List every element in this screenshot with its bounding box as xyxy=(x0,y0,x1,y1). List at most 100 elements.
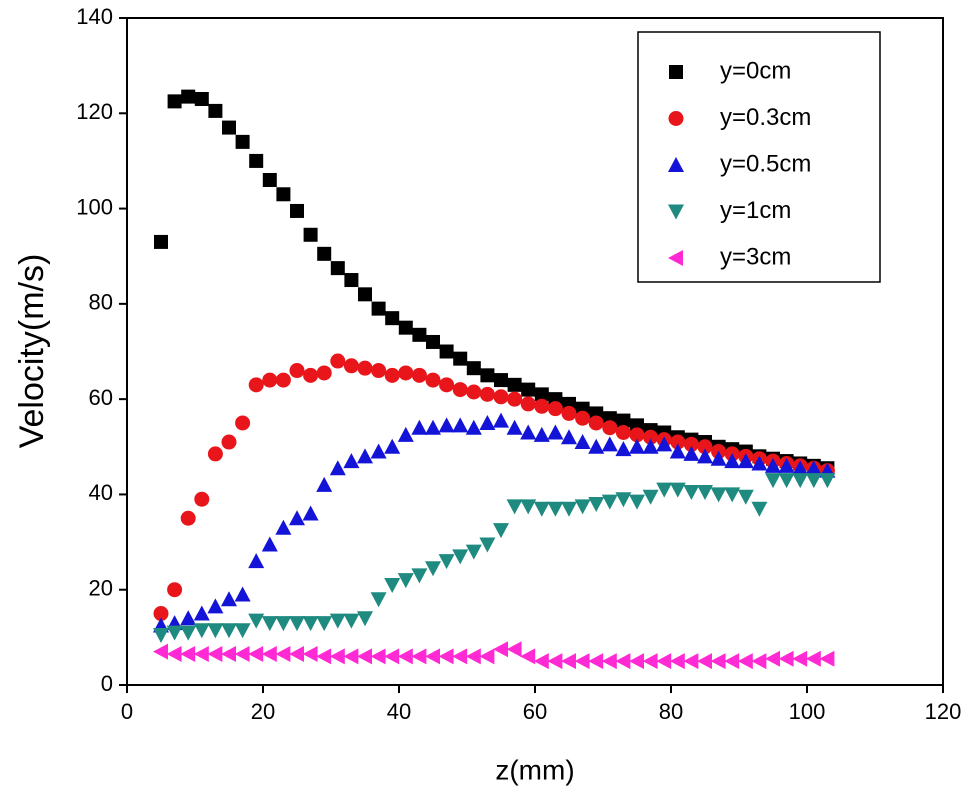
data-point xyxy=(751,501,768,517)
data-point xyxy=(643,429,659,445)
data-point xyxy=(330,261,345,276)
legend-label: y=0cm xyxy=(720,57,791,84)
data-point xyxy=(710,487,727,503)
data-point xyxy=(601,436,618,452)
data-point xyxy=(167,94,182,109)
data-point xyxy=(494,373,508,388)
data-point xyxy=(533,501,550,517)
data-point xyxy=(180,625,197,641)
data-point xyxy=(615,441,632,457)
data-point xyxy=(493,389,509,405)
data-point xyxy=(153,643,168,660)
data-point xyxy=(547,401,563,417)
data-point xyxy=(154,234,168,249)
data-point xyxy=(275,616,292,632)
data-point xyxy=(533,653,549,670)
data-point xyxy=(547,653,563,670)
data-point xyxy=(507,391,523,407)
data-point xyxy=(669,443,686,459)
data-point xyxy=(588,496,605,512)
data-point xyxy=(193,623,210,639)
data-point xyxy=(493,523,509,539)
data-point xyxy=(629,438,645,454)
data-point xyxy=(629,653,644,670)
data-point xyxy=(329,460,346,476)
data-point xyxy=(575,410,591,426)
data-point xyxy=(520,499,537,515)
x-tick-label: 20 xyxy=(251,699,275,724)
data-point xyxy=(588,415,604,431)
legend-label: y=0.3cm xyxy=(720,104,811,131)
data-point xyxy=(343,648,359,665)
data-point xyxy=(601,653,617,670)
data-point xyxy=(452,648,468,665)
data-point xyxy=(778,650,794,667)
data-point xyxy=(384,367,400,383)
data-point xyxy=(506,499,523,515)
y-tick-label: 0 xyxy=(101,671,113,696)
data-point xyxy=(343,358,359,374)
data-point xyxy=(357,648,372,665)
x-tick-label: 100 xyxy=(789,699,826,724)
data-point xyxy=(302,505,319,521)
data-point xyxy=(615,424,631,440)
data-point xyxy=(533,426,550,442)
data-point xyxy=(357,611,373,627)
data-point xyxy=(248,553,265,569)
data-point xyxy=(316,648,332,665)
data-point xyxy=(751,455,768,471)
data-point xyxy=(234,646,250,663)
data-point xyxy=(479,386,495,402)
data-point xyxy=(778,457,795,473)
data-point xyxy=(792,473,809,489)
data-point xyxy=(329,648,345,665)
y-tick-label: 80 xyxy=(89,290,113,315)
data-point xyxy=(656,653,672,670)
data-point xyxy=(683,445,700,461)
data-point xyxy=(616,413,631,428)
data-point xyxy=(384,577,401,593)
data-point xyxy=(153,627,169,643)
data-point xyxy=(765,650,780,667)
data-point xyxy=(574,434,591,450)
data-point xyxy=(792,650,808,667)
data-point xyxy=(371,363,387,379)
data-point xyxy=(765,473,781,489)
data-point xyxy=(316,616,333,632)
data-point xyxy=(506,641,522,658)
data-point xyxy=(234,623,251,639)
data-point xyxy=(466,361,481,376)
data-point xyxy=(181,89,196,104)
data-point xyxy=(697,439,713,455)
data-point xyxy=(588,653,604,670)
legend-label: y=1cm xyxy=(720,197,791,224)
data-point xyxy=(724,487,741,503)
data-point xyxy=(411,367,427,383)
data-point xyxy=(397,648,413,665)
data-point xyxy=(683,485,700,501)
data-point xyxy=(588,438,605,454)
data-point xyxy=(493,641,508,658)
data-point xyxy=(724,453,741,469)
data-point xyxy=(275,646,291,663)
data-point xyxy=(235,134,250,149)
data-point xyxy=(317,246,332,261)
data-point xyxy=(453,351,468,366)
data-point xyxy=(343,613,360,629)
data-point xyxy=(153,606,169,622)
y-axis-label: Velocity(m/s) xyxy=(13,254,51,449)
data-point xyxy=(397,426,414,442)
data-point xyxy=(792,460,809,476)
data-point xyxy=(207,623,224,639)
data-point xyxy=(221,591,237,607)
data-point xyxy=(520,424,537,440)
data-point xyxy=(303,367,319,383)
data-point xyxy=(235,415,251,431)
data-point xyxy=(289,363,305,379)
data-point xyxy=(208,103,223,118)
data-point xyxy=(561,501,577,517)
data-point xyxy=(805,650,821,667)
data-point xyxy=(465,544,482,560)
data-point xyxy=(670,434,686,450)
data-point xyxy=(302,646,318,663)
